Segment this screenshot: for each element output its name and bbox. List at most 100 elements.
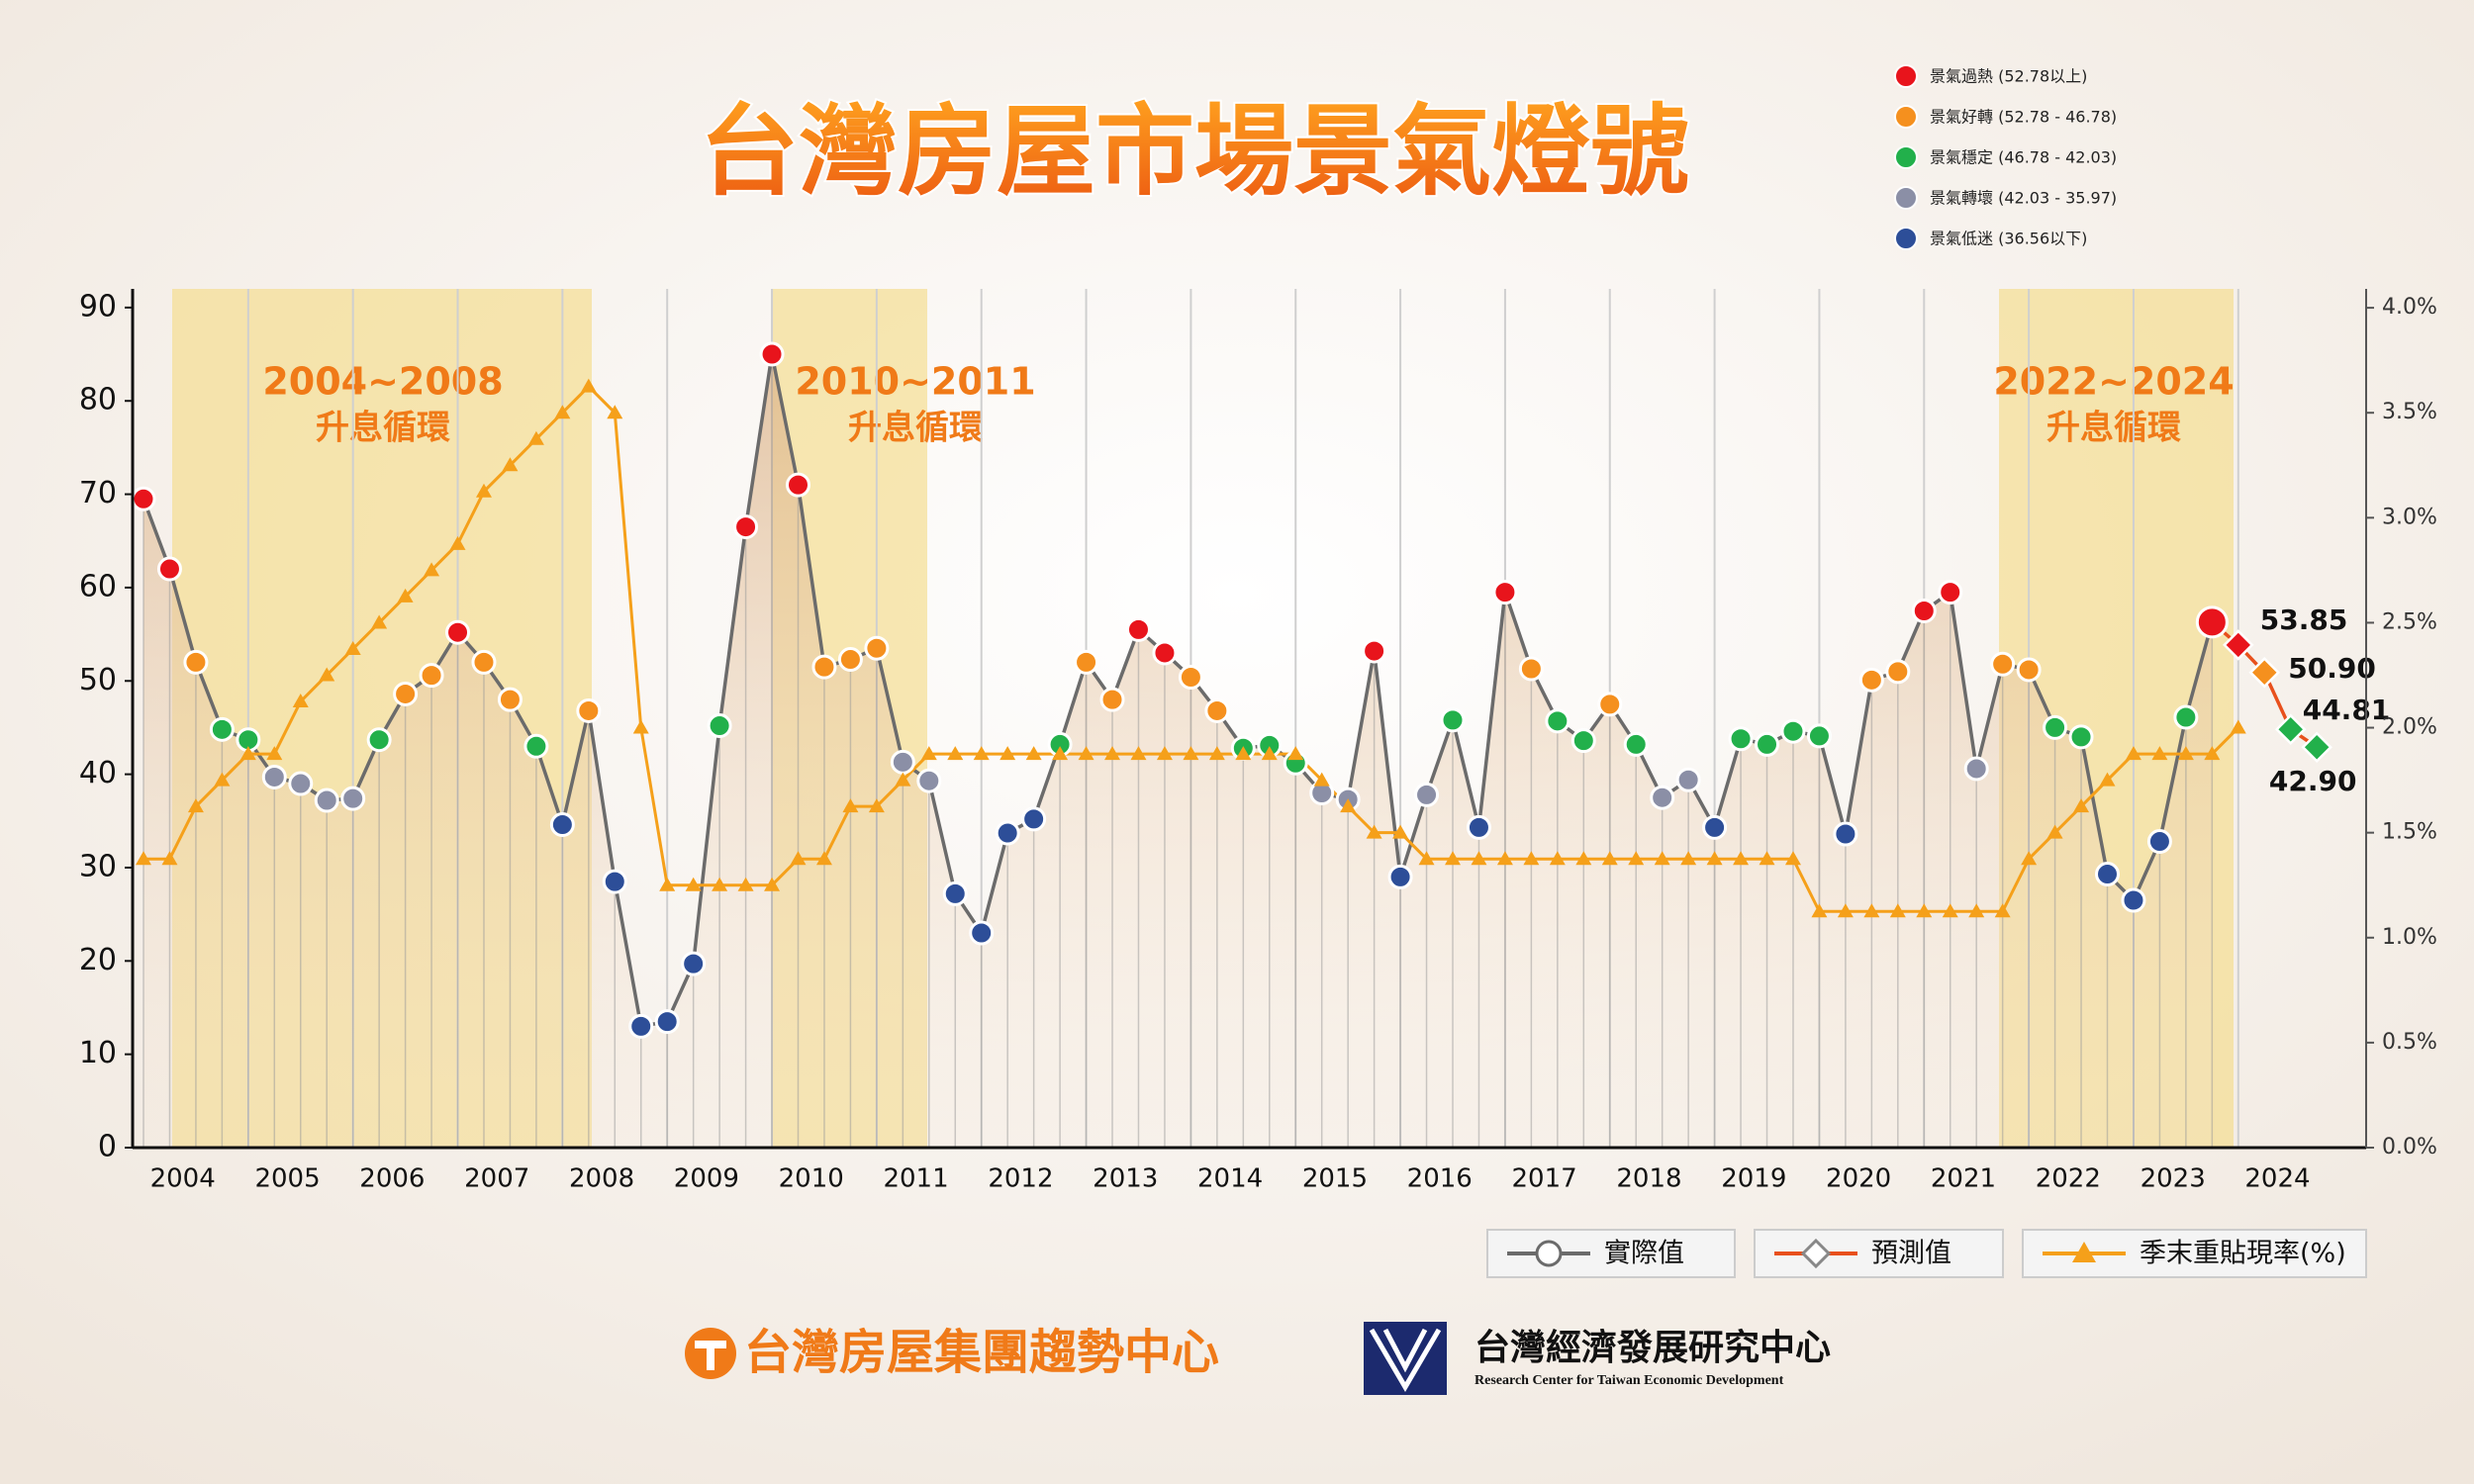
rate-point [1994, 903, 2011, 918]
point [1414, 782, 1440, 807]
signal-legend-label: 景氣低迷 (36.56以下) [1930, 230, 2087, 248]
value-label: 53.85 [2260, 603, 2348, 636]
areas [143, 354, 2214, 1149]
point [314, 788, 339, 813]
rate-point [1208, 746, 1225, 761]
rate-point [449, 535, 466, 550]
rate-point [1418, 851, 1435, 866]
band-period: 2010~2011 [795, 360, 1035, 404]
x-tick-label: 2007 [464, 1164, 529, 1194]
rate-point [527, 430, 544, 445]
x-tick-label: 2017 [1512, 1164, 1577, 1194]
rate-point [344, 640, 361, 655]
point [393, 681, 419, 706]
rate-point [1183, 746, 1199, 761]
signal-legend-dot [1894, 64, 1918, 88]
point [2043, 714, 2068, 740]
point [1806, 723, 1832, 749]
point [1204, 697, 1230, 723]
point [733, 514, 759, 540]
rate-point [1863, 903, 1880, 918]
point [1099, 687, 1125, 712]
rate-point [999, 746, 1016, 761]
rate-point [1601, 851, 1618, 866]
x-tick-label: 2014 [1197, 1164, 1263, 1194]
rate-point [424, 562, 440, 577]
chart-title: 台灣房屋市場景氣燈號 [700, 93, 1689, 209]
rate-point [1496, 851, 1513, 866]
footer-right: 台灣經濟發展研究中心 Research Center for Taiwan Ec… [1364, 1322, 1831, 1395]
rate-point [554, 405, 571, 419]
rate-point [292, 694, 309, 708]
x-tick-label: 2013 [1093, 1164, 1158, 1194]
y2-tick-label: 2.0% [2382, 715, 2437, 740]
point [811, 654, 837, 680]
footer-left: 台灣房屋集團趨勢中心 [685, 1325, 1219, 1380]
point [1440, 707, 1466, 733]
point [549, 812, 575, 838]
point [681, 951, 707, 976]
x-tick-label: 2009 [674, 1164, 739, 1194]
point [916, 768, 942, 793]
x-tick-label: 2010 [779, 1164, 844, 1194]
rate-point [2021, 851, 2038, 866]
rate-point [1130, 746, 1147, 761]
x-tick-label: 2016 [1407, 1164, 1473, 1194]
point [1963, 756, 1989, 782]
signal-legend-label: 景氣好轉 (52.78 - 46.78) [1930, 108, 2117, 127]
point [837, 647, 863, 673]
rate-point [947, 746, 964, 761]
rate-point [895, 772, 911, 787]
x-tick-label: 2023 [2141, 1164, 2206, 1194]
rate-point [1287, 746, 1304, 761]
point [1152, 640, 1178, 666]
point [523, 733, 549, 759]
rate-point [371, 614, 388, 629]
point [471, 649, 497, 675]
rate-point [2125, 746, 2141, 761]
rate-point [580, 378, 597, 393]
logo-t [695, 1341, 726, 1370]
point [1387, 864, 1413, 889]
forecast-point [2301, 731, 2332, 764]
forecast-point [2223, 629, 2254, 661]
rate-point [1156, 746, 1173, 761]
axes: 2004 2005 2006 2007 2008 2009 2010 2011 2012 2013… [79, 289, 2437, 1194]
y2-tick-label: 3.0% [2382, 505, 2437, 529]
point [1780, 718, 1806, 744]
rate-point [1523, 851, 1540, 866]
point [340, 786, 366, 811]
rate-point [607, 405, 623, 419]
point [1990, 651, 2016, 677]
rate-point [1445, 851, 1461, 866]
rate-point [1261, 746, 1278, 761]
series-line [2236, 643, 2319, 749]
rate-point [1340, 798, 1357, 813]
y-tick-label: 80 [79, 383, 117, 417]
point [2146, 829, 2172, 855]
rate-point [1680, 851, 1697, 866]
point [1702, 814, 1728, 840]
y-tick-label: 30 [79, 849, 117, 883]
point [1597, 692, 1623, 717]
rate-point [1235, 746, 1252, 761]
band-period: 2004~2008 [262, 360, 503, 404]
y-tick-label: 70 [79, 476, 117, 510]
band-label: 升息循環 [316, 409, 450, 448]
point [1675, 767, 1701, 792]
rate-point [1078, 746, 1094, 761]
y-tick-label: 0 [98, 1130, 117, 1164]
rate-point [920, 746, 937, 761]
rate-point [1366, 824, 1382, 839]
point [2173, 704, 2199, 730]
x-tick-label: 2018 [1616, 1164, 1681, 1194]
point [602, 869, 627, 894]
rate-point [1916, 903, 1933, 918]
rate-point [1654, 851, 1670, 866]
point [654, 1009, 680, 1035]
area [143, 354, 2213, 1149]
point [576, 697, 602, 723]
x-tick-label: 2008 [569, 1164, 634, 1194]
point [445, 619, 471, 645]
